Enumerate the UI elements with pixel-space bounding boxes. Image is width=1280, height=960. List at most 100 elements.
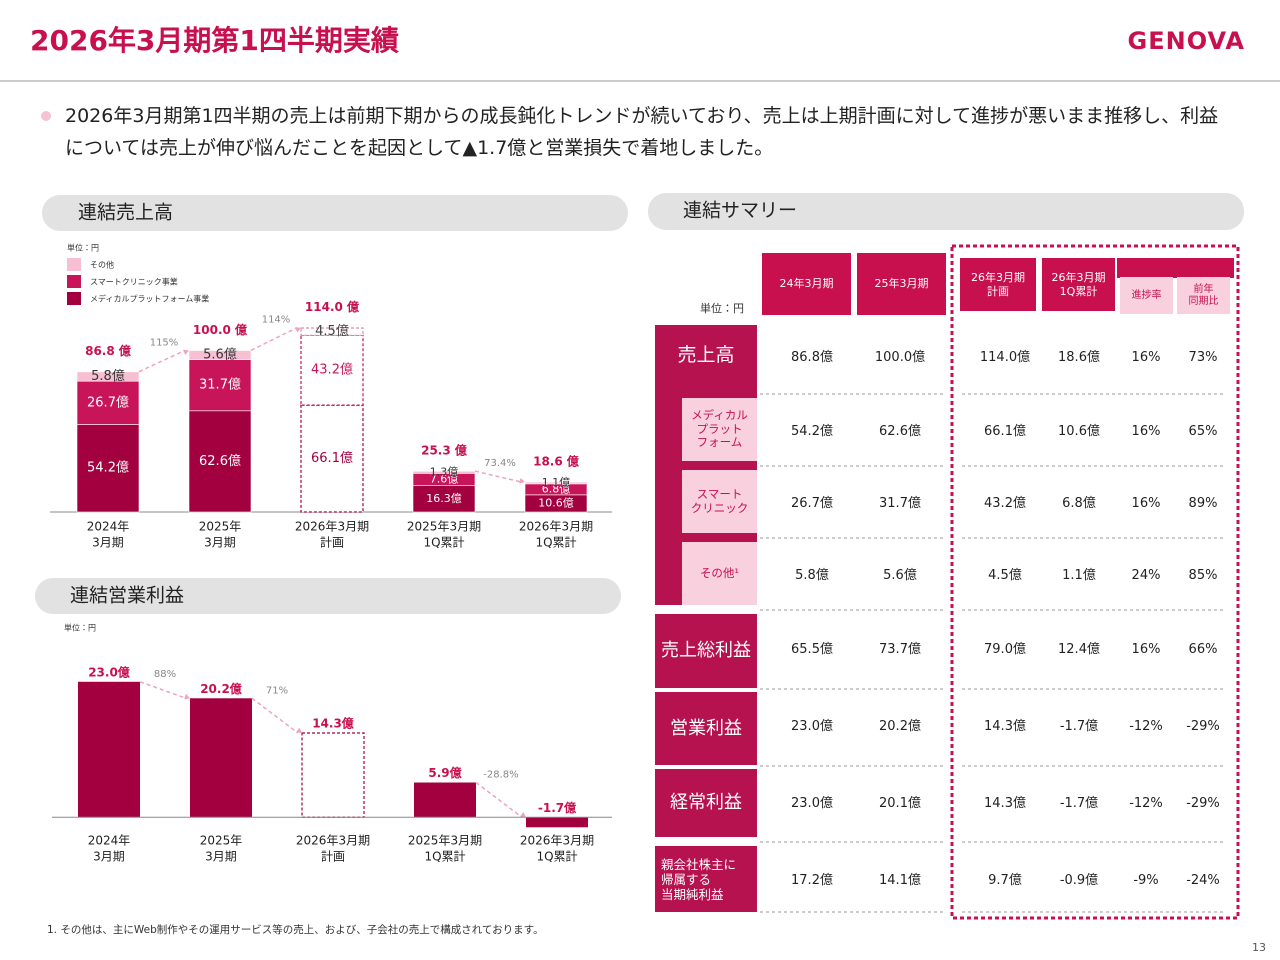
bar-segment (412, 470, 476, 474)
arrow-head (296, 727, 302, 734)
total-label: 100.0 億 (193, 322, 247, 337)
bar (301, 732, 365, 818)
table-cell: 23.0億 (791, 719, 833, 735)
arrow-head (519, 478, 525, 484)
row-label: 経常利益 (655, 769, 757, 837)
title: 2026年3月期第1四半期実績 (30, 24, 399, 57)
table-cell: -0.9億 (1059, 873, 1099, 889)
data-label: 4.5億 (315, 324, 349, 339)
data-label: 62.6億 (199, 454, 241, 469)
table-cell: 65% (1188, 424, 1218, 440)
growth-label: -28.8% (483, 770, 518, 781)
bar-segment (300, 327, 364, 336)
data-label: 10.6億 (538, 496, 574, 509)
table-cell: 10.6億 (1058, 424, 1100, 440)
x-tick-label: 2025年3月期 (407, 520, 481, 534)
table-cell: 4.5億 (988, 568, 1022, 584)
row-label: 売上高 (677, 343, 735, 366)
x-tick-label: 3月期 (93, 850, 125, 864)
data-label: 43.2億 (311, 363, 353, 378)
column-header: 前年 同期比 (1177, 277, 1230, 314)
x-tick-label: 2024年 (88, 834, 131, 848)
data-label: 5.6億 (203, 348, 237, 363)
x-tick-label: 2025年3月期 (408, 834, 482, 848)
data-label: 6.8億 (542, 482, 571, 495)
table-cell: 20.1億 (879, 796, 921, 812)
arrow-head (295, 327, 301, 333)
table-cell: 89% (1188, 496, 1218, 512)
bullet-dot (41, 111, 51, 121)
x-tick-label: 計画 (321, 849, 345, 864)
table-cell: 73.7億 (879, 642, 921, 658)
legend-swatch (67, 292, 81, 305)
growth-arrow (474, 470, 522, 483)
header-bar (1117, 258, 1234, 278)
logo: GENOVA (1128, 27, 1245, 55)
arrow-head (520, 811, 526, 818)
total-label: 25.3 億 (421, 443, 467, 458)
table-cell: 1.1億 (1062, 568, 1096, 584)
table-cell: 16% (1131, 350, 1161, 366)
bar-segment (188, 359, 252, 412)
table-cell: -1.7億 (1059, 719, 1099, 735)
section-title: 連結サマリー (683, 200, 797, 222)
legend-swatch (67, 258, 81, 271)
table-cell: 20.2億 (879, 719, 921, 735)
row-label: 親会社株主に 帰属する 当期純利益 (655, 846, 757, 912)
data-label: 66.1億 (311, 451, 353, 466)
table-cell: 24% (1131, 568, 1161, 584)
data-label: 5.8億 (91, 369, 125, 384)
column-header: 26年3月期 計画 (960, 258, 1036, 311)
x-tick-label: 2024年 (87, 520, 130, 534)
data-label: 31.7億 (199, 378, 241, 393)
section-title: 連結売上高 (78, 202, 173, 224)
x-tick-label: 1Q累計 (536, 849, 577, 864)
table-cell: 16% (1131, 642, 1161, 658)
total-label: 18.6 億 (533, 453, 579, 468)
bar-segment (524, 481, 588, 485)
table-cell: 14.3億 (984, 719, 1026, 735)
table-cell: 14.3億 (984, 796, 1026, 812)
growth-arrow (251, 697, 299, 734)
growth-arrow (250, 327, 298, 352)
table-cell: 6.8億 (1062, 496, 1096, 512)
column-header: 進捗率 (1120, 277, 1173, 314)
x-tick-label: 3月期 (205, 850, 237, 864)
data-label: 5.9億 (428, 765, 461, 780)
x-tick-label: 計画 (320, 535, 344, 550)
table-cell: 9.7億 (988, 873, 1022, 889)
footnote: 1. その他は、主にWeb制作やその運用サービス等の売上、および、子会社の売上で… (47, 923, 544, 936)
row-label: スマート クリニック (682, 470, 757, 533)
growth-label: 88% (154, 669, 176, 680)
x-tick-label: 2025年 (200, 834, 243, 848)
table-cell: -24% (1186, 873, 1220, 889)
column-header: 26年3月期 1Q累計 (1042, 258, 1115, 311)
table-cell: -9% (1133, 873, 1159, 889)
table-cell: 54.2億 (791, 424, 833, 440)
table-cell: 43.2億 (984, 496, 1026, 512)
x-tick-label: 1Q累計 (424, 849, 465, 864)
legend-label: メディカルプラットフォーム事業 (90, 294, 209, 304)
table-cell: 14.1億 (879, 873, 921, 889)
data-label: -1.7億 (538, 800, 576, 815)
table-cell: 73% (1188, 350, 1218, 366)
x-tick-label: 3月期 (204, 536, 236, 550)
column-header: 25年3月期 (857, 253, 946, 315)
table-cell: 12.4億 (1058, 642, 1100, 658)
arrow-head (183, 349, 189, 356)
unit: 単位：円 (64, 623, 96, 633)
bullet-text: 2026年3月期第1四半期の売上は前期下期からの成長鈍化トレンドが続いており、売… (65, 105, 1219, 159)
data-label: 7.6億 (430, 473, 459, 486)
data-label: 16.3億 (426, 492, 462, 505)
table-cell: -12% (1129, 719, 1163, 735)
x-tick-label: 2026年3月期 (295, 520, 369, 534)
table-cell: 5.8億 (795, 568, 829, 584)
legend-swatch (67, 275, 81, 288)
x-tick-label: 3月期 (92, 536, 124, 550)
growth-label: 71% (266, 685, 288, 696)
x-tick-label: 2025年 (199, 520, 242, 534)
table-cell: -29% (1186, 719, 1220, 735)
table-cell: 85% (1188, 568, 1218, 584)
bar (78, 681, 140, 818)
table-cell: 62.6億 (879, 424, 921, 440)
